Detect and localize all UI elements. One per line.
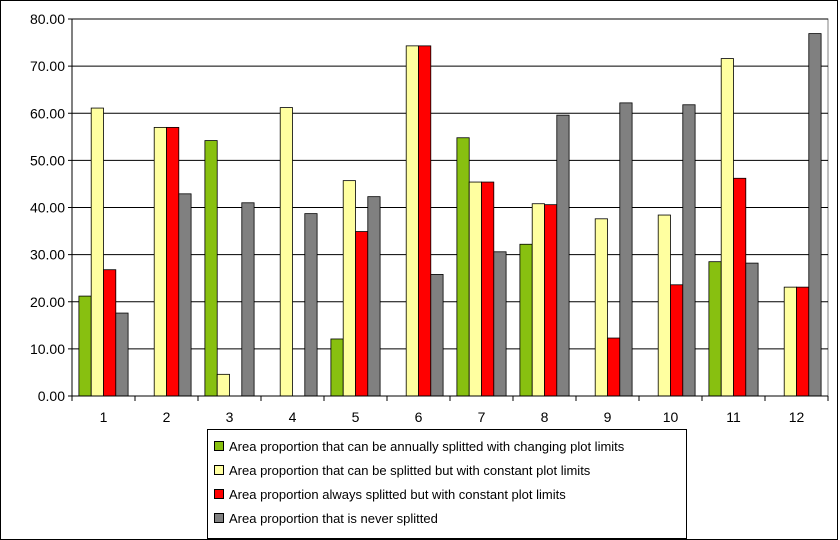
x-tick-label: 5: [352, 409, 360, 425]
bar: [493, 251, 507, 397]
x-tick-label: 8: [541, 409, 549, 425]
y-tick-label: 20.00: [30, 294, 65, 310]
bar: [103, 269, 117, 397]
x-tick-label: 3: [226, 409, 234, 425]
y-tick-label: 60.00: [30, 105, 65, 121]
bar: [430, 274, 444, 397]
bar: [279, 107, 293, 397]
x-tick-label: 9: [604, 409, 612, 425]
legend-item: Area proportion always splitted but with…: [214, 482, 686, 506]
bar: [808, 33, 822, 397]
x-tick-label: 6: [415, 409, 423, 425]
bar: [594, 218, 608, 397]
legend-item: Area proportion that can be splitted but…: [214, 458, 686, 482]
y-tick-label: 50.00: [30, 152, 65, 168]
bar: [418, 45, 432, 397]
bar: [304, 213, 318, 397]
bar: [531, 203, 545, 397]
legend-label: Area proportion that can be splitted but…: [229, 462, 591, 478]
bar: [708, 261, 722, 397]
bar: [115, 312, 129, 397]
x-tick-label: 2: [163, 409, 171, 425]
legend: Area proportion that can be annually spl…: [207, 429, 687, 539]
x-tick-label: 12: [789, 409, 805, 425]
legend-swatch: [214, 513, 224, 523]
legend-label: Area proportion always splitted but with…: [229, 486, 566, 502]
bar: [796, 286, 810, 397]
y-tick-label: 30.00: [30, 247, 65, 263]
bar: [178, 193, 192, 397]
bar: [78, 295, 92, 397]
bar: [619, 102, 633, 397]
bar: [607, 337, 621, 397]
bar: [204, 140, 218, 397]
bar: [468, 181, 482, 397]
y-tick-label: 80.00: [30, 11, 65, 27]
bar: [456, 137, 470, 397]
bar: [90, 107, 104, 397]
legend-label: Area proportion that is never splitted: [229, 510, 438, 526]
bar: [481, 181, 495, 397]
bar: [355, 231, 369, 397]
bar: [330, 338, 344, 397]
legend-swatch: [214, 441, 224, 451]
bar: [367, 196, 381, 397]
bar: [241, 202, 255, 397]
x-tick-label: 1: [100, 409, 108, 425]
bar: [556, 114, 570, 397]
x-tick-label: 10: [663, 409, 679, 425]
legend-item: Area proportion that can be annually spl…: [214, 434, 686, 458]
bar: [544, 204, 558, 397]
bar: [216, 373, 230, 397]
bar: [670, 284, 684, 397]
bar: [745, 262, 759, 397]
x-tick-label: 11: [726, 409, 741, 425]
y-tick-label: 70.00: [30, 58, 65, 74]
bar: [166, 126, 180, 397]
y-tick-label: 0.00: [38, 388, 65, 404]
bar: [519, 243, 533, 397]
y-tick-label: 10.00: [30, 341, 65, 357]
bar: [783, 286, 797, 397]
x-tick-label: 7: [478, 409, 486, 425]
bar: [733, 177, 747, 397]
bar: [720, 58, 734, 397]
legend-swatch: [214, 489, 224, 499]
legend-label: Area proportion that can be annually spl…: [229, 438, 625, 454]
bar: [342, 180, 356, 397]
y-tick-label: 40.00: [30, 200, 65, 216]
legend-swatch: [214, 465, 224, 475]
bar: [682, 104, 696, 397]
bar: [153, 126, 167, 397]
bar: [657, 214, 671, 397]
x-tick-label: 4: [289, 409, 297, 425]
bar: [405, 45, 419, 397]
legend-item: Area proportion that is never splitted: [214, 506, 686, 530]
